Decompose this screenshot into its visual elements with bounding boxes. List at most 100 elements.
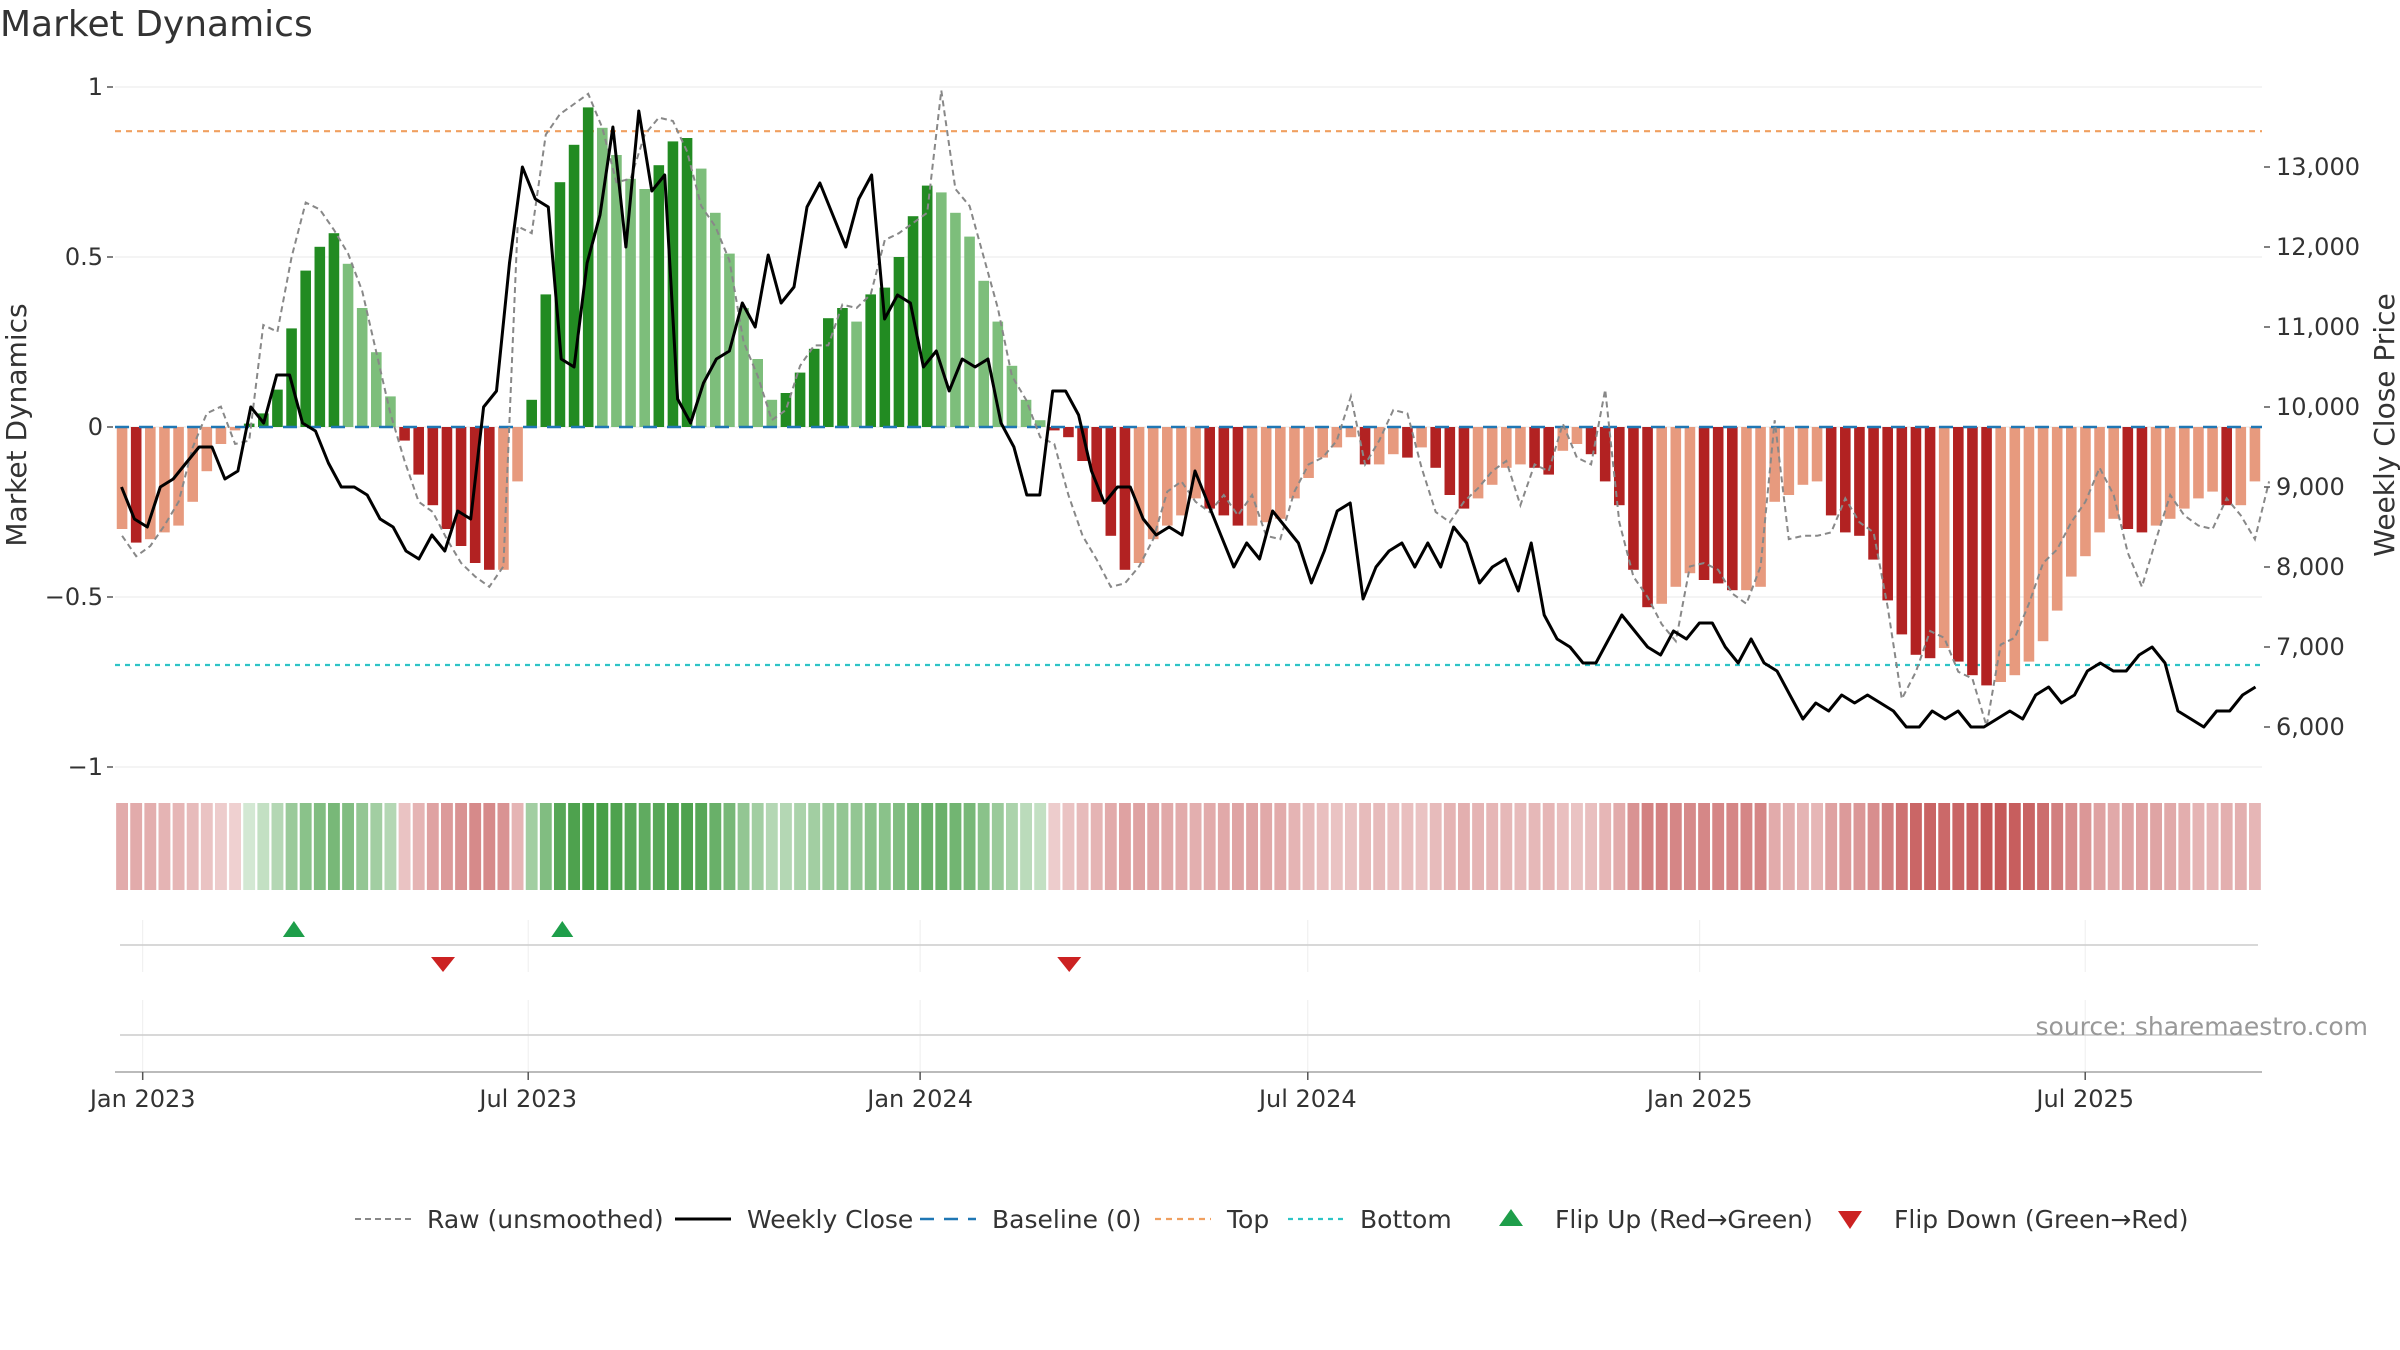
band-cell <box>1034 803 1047 890</box>
dynamics-bar <box>1345 427 1357 438</box>
band-cell <box>313 803 326 890</box>
dynamics-bar <box>1825 427 1837 516</box>
dynamics-bar <box>1260 427 1272 523</box>
bar-series <box>115 107 2262 686</box>
band-cell <box>200 803 213 890</box>
band-cell <box>1655 803 1668 890</box>
band-cell <box>356 803 369 890</box>
dynamics-bar <box>2051 427 2063 611</box>
x-tick-label: Jan 2025 <box>1645 1085 1753 1113</box>
legend: Raw (unsmoothed) Weekly Close Baseline (0)… <box>355 1205 2189 1234</box>
band-cell <box>1090 803 1103 890</box>
band-cell <box>1387 803 1400 890</box>
dynamics-bar <box>130 427 142 543</box>
legend-swatch-flip-up <box>1499 1209 1523 1226</box>
right-tick-label: 11,000 <box>2276 313 2360 341</box>
dynamics-bar <box>342 263 354 427</box>
band-cell <box>878 803 891 890</box>
x-tick-label: Jul 2023 <box>477 1085 577 1113</box>
dynamics-bar <box>1741 427 1752 591</box>
dynamics-bar <box>116 427 128 529</box>
band-cell <box>1373 803 1386 890</box>
band-cell <box>186 803 199 890</box>
band-cell <box>1302 803 1315 890</box>
band-cell <box>2121 803 2134 890</box>
dynamics-bar <box>639 189 650 427</box>
band-cell <box>1556 803 1569 890</box>
band-cell <box>2249 803 2261 890</box>
dynamics-bar <box>1458 427 1470 509</box>
dynamics-bar <box>371 352 382 427</box>
band-cell <box>1825 803 1838 890</box>
band-cell <box>1571 803 1583 890</box>
band-cell <box>1006 803 1018 890</box>
dynamics-bar <box>1034 420 1046 427</box>
band-cell <box>1020 803 1032 890</box>
band-cell <box>1359 803 1371 890</box>
dynamics-bar <box>187 427 198 502</box>
band-cell <box>2008 803 2021 890</box>
dynamics-bar <box>1840 427 1851 533</box>
dynamics-bar <box>2221 427 2232 506</box>
band-cell <box>1613 803 1626 890</box>
dynamics-bar <box>229 427 241 431</box>
band-cell <box>907 803 919 890</box>
left-tick-label: −1 <box>68 753 103 781</box>
dynamics-bar <box>145 427 156 540</box>
band-cell <box>2192 803 2205 890</box>
band-cell <box>1994 803 2007 890</box>
band-cell <box>1062 803 1075 890</box>
dynamics-bar <box>1571 427 1583 444</box>
band-cell <box>1274 803 1287 890</box>
band-cell <box>1740 803 1753 890</box>
dynamics-bar <box>625 178 636 427</box>
dynamics-bar <box>1303 427 1314 478</box>
legend-label: Top <box>1226 1205 1269 1234</box>
dynamics-bar <box>2164 427 2176 519</box>
dynamics-bar <box>1388 427 1399 455</box>
band-cell <box>1669 803 1682 890</box>
band-cell <box>1232 803 1244 890</box>
band-cell <box>1345 803 1357 890</box>
dynamics-bar <box>1218 427 1230 516</box>
band-cell <box>977 803 990 890</box>
dynamics-bar <box>1472 427 1484 499</box>
band-cell <box>1528 803 1541 890</box>
dynamics-bar <box>1910 427 1922 655</box>
left-tick-label: 0.5 <box>65 243 103 271</box>
dynamics-bar <box>992 321 1004 427</box>
dynamics-bar <box>498 427 509 570</box>
band-cell <box>328 803 340 890</box>
dynamics-bar <box>1642 427 1653 608</box>
band-cell <box>1443 803 1456 890</box>
legend-label: Flip Up (Red→Green) <box>1555 1205 1813 1234</box>
band-cell <box>1910 803 1922 890</box>
band-cell <box>582 803 595 890</box>
band-cell <box>116 803 128 890</box>
dynamics-bar <box>1670 427 1682 587</box>
dynamics-bar <box>2037 427 2049 642</box>
band-cell <box>1599 803 1612 890</box>
band-cell <box>2093 803 2106 890</box>
dynamics-bar <box>823 318 834 427</box>
dynamics-bar <box>865 294 876 427</box>
weekly-close-line <box>120 109 2257 729</box>
band-cell <box>1881 803 1894 890</box>
legend-swatch-flip-down <box>1838 1211 1862 1229</box>
band-cell <box>1585 803 1597 890</box>
dynamics-bar <box>2207 427 2218 492</box>
dynamics-bar <box>653 165 665 427</box>
band-cell <box>554 803 566 890</box>
dynamics-bar <box>1162 427 1173 526</box>
band-cell <box>1811 803 1823 890</box>
right-tick-label: 8,000 <box>2276 553 2345 581</box>
dynamics-bar <box>1656 427 1667 604</box>
dynamics-bar <box>1063 427 1074 438</box>
band-cell <box>2065 803 2078 890</box>
band-cell <box>695 803 708 890</box>
dynamics-bar <box>1529 427 1540 468</box>
dynamics-bar <box>1416 427 1427 448</box>
weekly-close-series <box>120 109 2257 729</box>
dynamics-bar <box>1797 427 1809 485</box>
